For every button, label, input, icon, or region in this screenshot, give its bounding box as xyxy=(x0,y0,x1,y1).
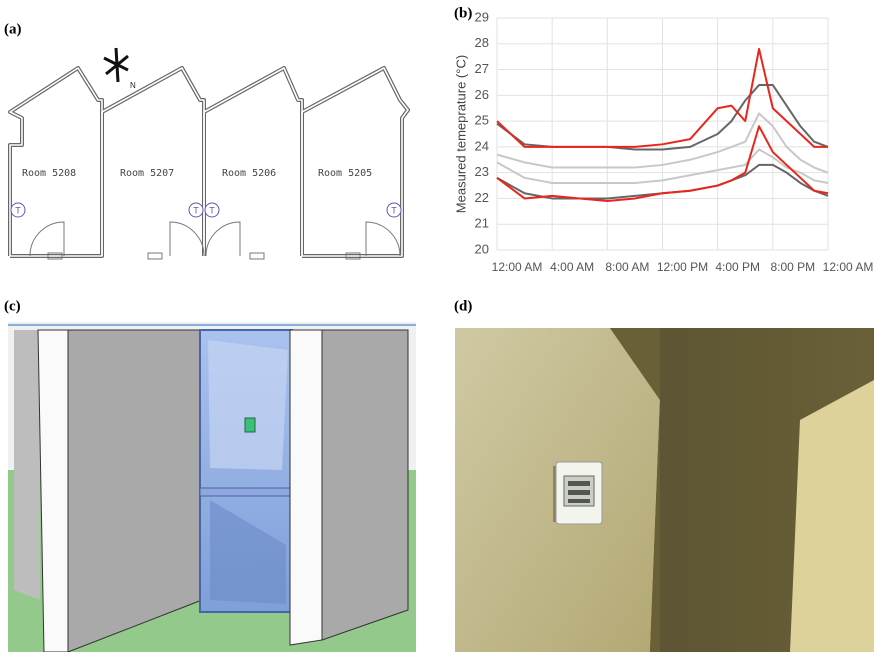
y-tick-label: 23 xyxy=(475,164,489,179)
y-tick-label: 22 xyxy=(475,190,489,205)
y-tick-label: 29 xyxy=(475,9,489,24)
line-chart: 20 21 22 23 24 25 26 27 28 29 12:00 AM 4:00 AM 8:00 … xyxy=(475,9,874,274)
x-tick-label: 4:00 AM xyxy=(550,260,594,274)
sensor-marker: T xyxy=(193,205,199,215)
panel-label: (c) xyxy=(4,298,21,314)
north-label: N xyxy=(130,81,136,90)
y-tick-label: 28 xyxy=(475,35,489,50)
panel-label: (b) xyxy=(454,5,472,21)
model-render xyxy=(8,322,416,652)
x-tick-label: 12:00 PM xyxy=(657,260,708,274)
floor-plan xyxy=(10,48,408,259)
y-tick-label: 20 xyxy=(475,241,489,256)
photo xyxy=(455,328,874,652)
x-tick-label: 12:00 AM xyxy=(823,260,874,274)
y-tick-label: 25 xyxy=(475,113,489,128)
y-tick-label: 21 xyxy=(475,216,489,231)
page: (a) (b) (c) (d) T T xyxy=(0,0,874,657)
panel-label: (d) xyxy=(454,298,472,314)
room-label: Room 5205 xyxy=(318,168,372,179)
x-tick-label: 8:00 AM xyxy=(605,260,649,274)
x-tick-label: 4:00 PM xyxy=(715,260,760,274)
y-tick-label: 24 xyxy=(475,138,489,153)
figure: (a) (b) (c) (d) T T xyxy=(0,0,874,652)
y-tick-label: 26 xyxy=(475,87,489,102)
x-tick-label: 8:00 PM xyxy=(770,260,815,274)
sensor-marker: T xyxy=(391,205,397,215)
room-label: Room 5207 xyxy=(120,168,174,179)
room-label: Room 5206 xyxy=(222,168,276,179)
x-tick-label: 12:00 AM xyxy=(492,260,543,274)
y-tick-label: 27 xyxy=(475,61,489,76)
panel-label: (a) xyxy=(4,21,22,37)
y-axis-label: Measured temeprature (°C) xyxy=(453,55,468,213)
sensor-marker: T xyxy=(15,205,21,215)
sensor-marker: T xyxy=(209,205,215,215)
room-label: Room 5208 xyxy=(22,168,76,179)
